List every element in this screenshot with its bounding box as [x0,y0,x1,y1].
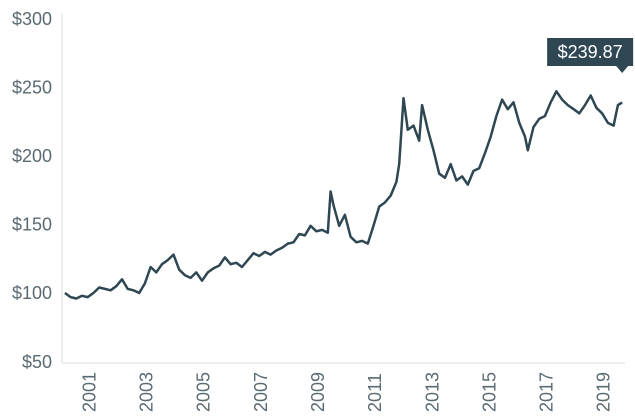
y-tick-label: $150 [12,215,52,235]
y-tick-label: $50 [22,352,52,372]
y-tick-label: $250 [12,77,52,97]
x-tick-label: 2001 [79,372,99,412]
x-tick-label: 2005 [194,372,214,412]
x-tick-label: 2019 [594,372,614,412]
y-tick-label: $100 [12,283,52,303]
x-tick-label: 2015 [479,372,499,412]
x-tick-label: 2007 [251,372,271,412]
value-callout [547,38,634,73]
x-tick-label: 2017 [537,372,557,412]
y-tick-label: $200 [12,146,52,166]
x-tick-label: 2011 [365,373,385,412]
y-tick-label: $300 [12,9,52,29]
x-tick-label: 2009 [308,372,328,412]
x-tick-label: 2003 [136,372,156,412]
value-callout-label: $239.87 [558,42,623,62]
line-series [64,90,623,300]
x-tick-label: 2013 [422,372,442,412]
